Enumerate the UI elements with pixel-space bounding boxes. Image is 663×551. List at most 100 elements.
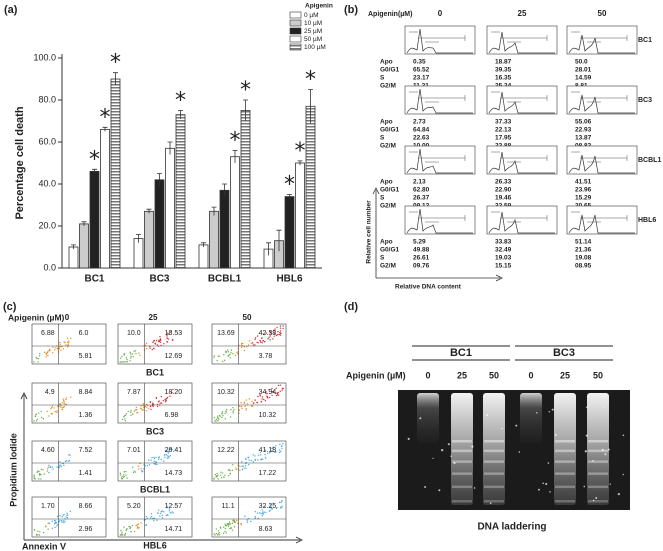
scatter-dot	[62, 406, 65, 409]
scatter-dot	[48, 348, 51, 351]
scatter-dot	[67, 342, 70, 344]
scatter-dot	[123, 471, 126, 473]
scatter-dot	[121, 475, 123, 478]
scatter-dot	[145, 515, 148, 518]
scatter-dot	[119, 534, 121, 536]
scatter-dot	[51, 405, 53, 408]
scatter-dot	[171, 339, 174, 342]
scatter-dot	[136, 524, 139, 526]
scatter-dot	[261, 509, 263, 511]
gel-speck	[595, 497, 598, 499]
scatter-dot	[224, 412, 226, 415]
scatter-dot	[264, 400, 267, 402]
scatter-dot	[240, 405, 243, 408]
cell-value: 41.51	[575, 179, 592, 186]
scatter-dot	[38, 355, 41, 357]
scatter-dot	[67, 343, 69, 346]
row-label: G0/G1	[380, 67, 400, 74]
ladder-band	[555, 485, 575, 489]
error-bar	[136, 234, 141, 243]
scatter-dot	[65, 344, 67, 346]
bar	[154, 179, 165, 269]
cell-value: 18.87	[495, 59, 512, 66]
scatter-dot	[131, 524, 134, 527]
scatter-dot	[47, 522, 49, 525]
row-label: G2/M	[380, 83, 396, 90]
scatter-dot	[216, 415, 219, 417]
gel-speck	[622, 473, 625, 476]
scatter-dot	[136, 526, 139, 528]
scatter-dot	[236, 351, 238, 354]
row-label: G0/G1	[380, 127, 400, 134]
scatter-dot	[135, 352, 137, 355]
scatter-dot	[122, 361, 124, 363]
histogram	[406, 88, 473, 114]
scatter-dot	[66, 514, 68, 516]
header: Apigenin (µM)	[8, 312, 65, 322]
scatter-dot	[166, 337, 168, 340]
scatter-dot	[223, 526, 225, 528]
quadrant-value: 10.0	[127, 330, 141, 337]
scatter-dot	[152, 341, 154, 343]
scatter-dot	[45, 525, 47, 527]
quadrant-value: 17.22	[259, 470, 277, 477]
histogram	[568, 34, 635, 54]
scatter-dot	[33, 474, 35, 476]
scatter-dot	[62, 348, 65, 350]
cell-value: 37.33	[495, 119, 512, 126]
quadrant-value: 11.1	[222, 503, 235, 510]
scatter-dot	[252, 454, 254, 456]
error-bar	[113, 72, 118, 86]
scatter-dot	[233, 409, 235, 411]
row-label: Apo	[380, 239, 393, 246]
scatter-dot	[132, 356, 134, 358]
ladder-band	[555, 440, 575, 443]
scatter-dot	[166, 336, 168, 338]
scatter-dot	[136, 527, 139, 529]
scatter-dot	[213, 355, 215, 357]
gate-markers	[409, 91, 466, 103]
gel-speck	[501, 427, 503, 430]
scatter-dot	[168, 448, 171, 450]
histogram	[406, 208, 473, 234]
scatter-dot	[240, 401, 242, 404]
lane-smear	[417, 393, 439, 443]
scatter-dot	[166, 334, 168, 337]
cell-line-label: HBL6	[143, 540, 167, 550]
gate-markers	[491, 211, 548, 223]
scatter-dot	[234, 521, 236, 524]
scatter-dot	[281, 389, 283, 391]
scatter-dot	[33, 475, 35, 478]
scatter-dot	[167, 338, 170, 340]
scatter-dot	[262, 340, 264, 342]
lane-label: 25	[457, 370, 467, 380]
scatter-dot	[168, 333, 170, 335]
scatter-dot	[261, 398, 263, 400]
scatter-dot	[121, 478, 123, 480]
scatter-dot	[165, 514, 168, 517]
legend-label: 100 µM	[304, 44, 326, 51]
scatter-dot	[153, 339, 156, 342]
scatter-dot	[263, 398, 265, 401]
scatter-dot	[37, 470, 39, 472]
scatter-dot	[274, 330, 276, 332]
column-label: 50	[243, 313, 252, 322]
error-bar	[222, 183, 227, 197]
scatter-dot	[66, 460, 68, 462]
scatter-dot	[215, 420, 217, 422]
scatter-dot	[254, 511, 257, 513]
scatter-dot	[229, 523, 231, 525]
histogram-frame	[566, 205, 638, 235]
scatter-dot	[154, 463, 156, 465]
scatter-dot	[137, 468, 140, 470]
scatter-dot	[49, 466, 52, 468]
scatter-dot	[261, 342, 263, 344]
bar	[68, 246, 79, 269]
scatter-dot	[132, 471, 135, 474]
cell-value: 13.87	[575, 135, 592, 142]
scatter-dot	[146, 464, 149, 467]
column-label: 0	[438, 9, 443, 18]
significance-mark: *	[110, 51, 121, 76]
ladder-band	[588, 472, 608, 475]
scatter-dot	[160, 395, 163, 398]
